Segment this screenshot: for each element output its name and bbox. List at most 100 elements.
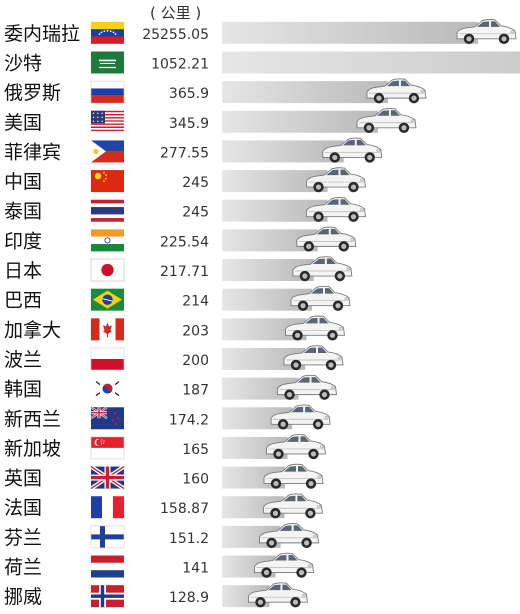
car-icon — [296, 226, 357, 252]
saudi-arabia-flag — [91, 51, 124, 74]
bar — [222, 140, 344, 163]
canada-flag — [91, 318, 124, 341]
country-label: 芬兰 — [4, 527, 42, 549]
country-label: 英国 — [4, 468, 42, 490]
brazil-flag — [91, 288, 124, 311]
value-label: 217.71 — [160, 264, 209, 280]
china-flag — [91, 170, 124, 193]
chart-row: 挪威 128.9 — [4, 582, 308, 608]
chart-row: 印度 225.54 — [4, 226, 357, 252]
chart-row: 加拿大 203 — [4, 315, 346, 341]
bar — [222, 259, 314, 282]
car-icon — [290, 285, 351, 311]
country-label: 韩国 — [4, 379, 42, 401]
chart-row: 芬兰 151.2 — [4, 523, 320, 549]
usa-flag — [91, 110, 124, 133]
chart-row: 巴西 214 — [4, 285, 351, 312]
car-icon — [366, 78, 427, 104]
chart-row: 泰国 245 — [4, 196, 367, 223]
poland-flag — [90, 347, 125, 371]
car-icon — [292, 256, 353, 282]
car-icon — [285, 315, 346, 341]
bar — [222, 21, 478, 44]
chart-row: 新加坡 165 — [4, 434, 327, 460]
country-label: 波兰 — [4, 349, 42, 371]
value-label: 345.9 — [169, 116, 209, 132]
country-label: 泰国 — [4, 201, 42, 223]
bar — [222, 229, 318, 252]
norway-flag — [91, 585, 124, 608]
bar — [222, 51, 520, 74]
country-label: 挪威 — [4, 586, 42, 608]
bar — [222, 110, 378, 133]
chart-row: 沙特 1052.21 — [4, 51, 520, 74]
venezuela-flag — [91, 21, 124, 44]
japan-flag — [90, 258, 125, 282]
bar — [222, 199, 328, 222]
value-label: 160 — [182, 472, 209, 488]
value-label: 141 — [182, 561, 209, 577]
chart-row: 韩国 187 — [4, 374, 338, 401]
value-label: 158.87 — [160, 501, 209, 517]
value-label: 1052.21 — [151, 56, 209, 72]
country-label: 沙特 — [4, 52, 42, 74]
chart-row: 俄罗斯 365.9 — [4, 78, 427, 104]
bar — [222, 81, 388, 104]
car-icon — [306, 196, 367, 222]
value-label: 187 — [182, 383, 209, 399]
car-icon — [322, 137, 383, 163]
country-label: 俄罗斯 — [4, 82, 61, 104]
value-label: 365.9 — [169, 86, 209, 102]
car-icon — [306, 167, 367, 193]
country-label: 日本 — [4, 260, 42, 282]
bar — [222, 288, 312, 311]
south-korea-flag — [91, 377, 124, 400]
finland-flag — [90, 525, 125, 549]
russia-flag — [90, 80, 125, 104]
chart-row: 英国 160 — [4, 463, 324, 491]
chart-row: 新西兰 174.2 — [4, 404, 331, 430]
uk-flag — [89, 464, 126, 491]
car-icon — [259, 523, 320, 549]
value-label: 245 — [182, 205, 209, 221]
new-zealand-flag — [90, 406, 124, 430]
value-label: 203 — [182, 323, 209, 339]
country-label: 中国 — [4, 171, 42, 193]
car-icon — [262, 493, 323, 519]
chart-row: 波兰 200 — [4, 345, 344, 371]
chart-row: 美国 345.9 — [4, 107, 417, 134]
chart-row: 日本 217.71 — [4, 256, 353, 282]
chart-row: 荷兰 141 — [4, 552, 315, 579]
car-icon — [356, 107, 417, 133]
car-icon — [277, 374, 338, 400]
country-label: 荷兰 — [4, 557, 42, 579]
bar — [222, 170, 328, 193]
chart-row: 中国 245 — [4, 167, 367, 193]
value-label: 214 — [182, 294, 209, 310]
thailand-flag — [91, 199, 124, 222]
unit-label: ( 公里 ) — [150, 4, 202, 22]
value-label: 245 — [182, 175, 209, 191]
value-label: 200 — [182, 353, 209, 369]
value-label: 277.55 — [160, 145, 209, 161]
chart-row: 菲律宾 277.55 — [4, 137, 383, 163]
car-icon — [263, 463, 324, 489]
chart-row: 法国 158.87 — [4, 493, 323, 519]
country-label: 新加坡 — [4, 438, 61, 460]
car-icon — [254, 552, 315, 578]
car-icon — [248, 582, 308, 608]
netherlands-flag — [91, 555, 124, 578]
car-icon — [456, 19, 517, 45]
country-label: 印度 — [4, 230, 42, 252]
country-label: 法国 — [4, 497, 42, 519]
car-icon — [266, 434, 327, 460]
country-label: 菲律宾 — [4, 141, 61, 163]
singapore-flag — [90, 436, 125, 460]
france-flag — [91, 496, 124, 519]
value-label: 165 — [182, 442, 209, 458]
country-label: 委内瑞拉 — [4, 23, 80, 45]
value-label: 225.54 — [160, 234, 209, 250]
value-label: 174.2 — [169, 412, 209, 428]
country-label: 美国 — [4, 112, 42, 134]
country-label: 新西兰 — [4, 408, 61, 430]
